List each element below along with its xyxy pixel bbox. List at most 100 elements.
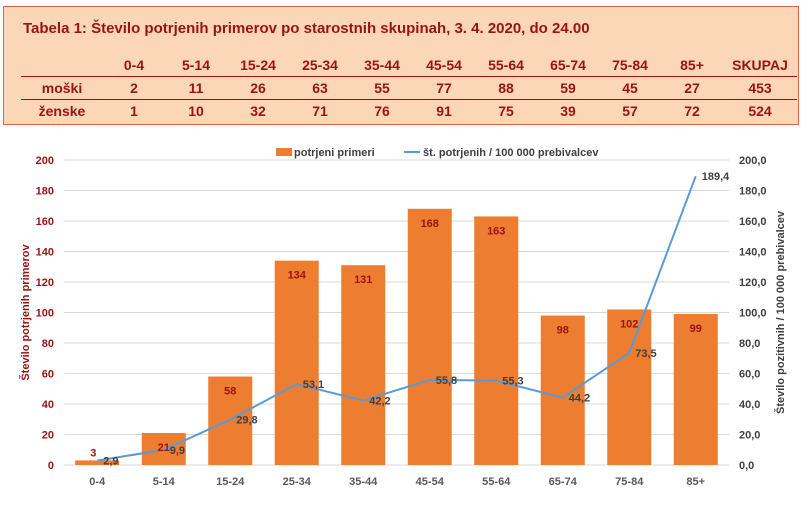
bar-data-label: 21 [158, 442, 170, 454]
bar-data-label: 163 [487, 225, 505, 237]
y-right-axis-title: Število pozitivnih / 100 000 prebivalcev [774, 210, 787, 414]
y-left-tick-label: 40 [42, 399, 54, 411]
bar-data-label: 99 [690, 323, 702, 335]
y-right-tick-label: 80,0 [739, 338, 760, 350]
bar [208, 376, 253, 465]
table-cell: 76 [374, 103, 390, 119]
legend-line-label: št. potrjenih / 100 000 prebivalcev [423, 147, 599, 159]
table-header-cell: 85+ [661, 54, 723, 77]
bar [607, 309, 652, 465]
x-tick-label: 15-24 [216, 476, 245, 488]
line-data-label: 42,2 [369, 396, 390, 408]
table-header-cell: 5-14 [165, 54, 227, 77]
table-header-row: 0-4 5-14 15-24 25-34 35-44 45-54 55-64 6… [21, 54, 797, 77]
bar-data-label: 168 [421, 218, 439, 230]
legend-bar-label: potrjeni primeri [294, 147, 375, 159]
table-header-cell: 55-64 [475, 54, 537, 77]
x-tick-label: 45-54 [416, 476, 445, 488]
y-left-tick-label: 140 [36, 247, 54, 259]
table-cell: 57 [622, 103, 638, 119]
x-tick-label: 85+ [686, 476, 705, 488]
y-left-tick-label: 80 [42, 338, 54, 350]
line-series [97, 175, 697, 462]
x-tick-label: 65-74 [549, 476, 578, 488]
y-right-tick-label: 60,0 [739, 369, 760, 381]
y-left-tick-label: 60 [42, 369, 54, 381]
y-right-tick-label: 40,0 [739, 399, 760, 411]
table-header-cell: 75-84 [599, 54, 661, 77]
table-cell: 39 [560, 103, 576, 119]
table-row-women: ženske 1 10 32 71 76 91 75 39 57 72 524 [21, 100, 797, 123]
table-cell-total: 524 [748, 103, 772, 119]
bar [75, 460, 120, 465]
legend: potrjeni primeri št. potrjenih / 100 000 … [276, 147, 599, 159]
line-data-label: 55,3 [502, 376, 523, 388]
line-data-label: 55,8 [436, 375, 457, 387]
y-left-tick-label: 120 [36, 277, 54, 289]
table-cell: 32 [250, 103, 266, 119]
x-tick-label: 5-14 [153, 476, 176, 488]
y-left-axis-title: Število potrjenih primerov [19, 243, 32, 380]
bar [407, 208, 452, 466]
x-tick-label: 35-44 [349, 476, 378, 488]
y-left-tick-label: 100 [36, 308, 54, 320]
table-cell: 55 [351, 76, 413, 100]
table-cell: 1 [130, 103, 138, 119]
table-cell-total: 453 [723, 76, 797, 100]
table-header-cell: 65-74 [537, 54, 599, 77]
line-data-label: 44,2 [569, 393, 590, 405]
bar-data-label: 3 [90, 447, 96, 459]
summary-table: 0-4 5-14 15-24 25-34 35-44 45-54 55-64 6… [21, 54, 797, 122]
table-cell: 26 [227, 76, 289, 100]
table-row-men: moški 2 11 26 63 55 77 88 59 45 27 453 [21, 76, 797, 100]
y-left-tick-label: 160 [36, 216, 54, 228]
y-right-tick-label: 200,0 [739, 155, 767, 167]
bar [540, 315, 585, 465]
y-left-tick-label: 20 [42, 430, 54, 442]
bar-data-label: 131 [354, 274, 372, 286]
table-cell: 75 [498, 103, 514, 119]
table-header-cell: 15-24 [227, 54, 289, 77]
table-cell: 2 [103, 76, 165, 100]
table-cell: 77 [413, 76, 475, 100]
data-labels: 3 21 58 134 131 168 163 98 102 99 2,9 9,9 29,8 53,1 42… [90, 171, 730, 467]
table-cell: 63 [289, 76, 351, 100]
table-header-cell: 45-54 [413, 54, 475, 77]
y-left-tick-label: 180 [36, 186, 54, 198]
bar-data-label: 58 [224, 386, 236, 398]
bar-data-label: 134 [288, 270, 307, 282]
table-header-cell: 0-4 [103, 54, 165, 77]
bar [274, 260, 319, 465]
table-cell: 91 [436, 103, 452, 119]
bar [673, 314, 718, 465]
bar [341, 265, 386, 465]
axes: 0 0,0 20 20,0 40 40,0 60 60,0 80 80,0 100 100,0 120 1… [19, 155, 787, 488]
bar-data-label: 98 [557, 325, 569, 337]
row-label: moški [21, 76, 103, 100]
bar [474, 216, 519, 465]
table-title: Tabela 1: Število potrjenih primerov po … [23, 20, 590, 37]
y-left-tick-label: 200 [36, 155, 54, 167]
table-cell: 88 [475, 76, 537, 100]
x-tick-label: 75-84 [615, 476, 644, 488]
table-corner-cell [21, 54, 103, 77]
line-data-label: 9,9 [170, 445, 185, 457]
table-cell: 71 [312, 103, 328, 119]
line-data-label: 189,4 [702, 171, 730, 183]
legend-bar-swatch [276, 148, 292, 156]
y-right-tick-label: 20,0 [739, 430, 760, 442]
table-header-cell-total: SKUPAJ [723, 54, 797, 77]
line-data-label: 29,8 [236, 415, 257, 427]
x-tick-label: 0-4 [89, 476, 106, 488]
table-header-cell: 25-34 [289, 54, 351, 77]
table-cell: 27 [661, 76, 723, 100]
row-label: ženske [38, 103, 86, 119]
x-tick-label: 25-34 [283, 476, 312, 488]
table-cell: 45 [599, 76, 661, 100]
y-right-tick-label: 160,0 [739, 216, 767, 228]
summary-table-panel: Tabela 1: Število potrjenih primerov po … [3, 6, 799, 125]
table-cell: 11 [165, 76, 227, 100]
table-header-cell: 35-44 [351, 54, 413, 77]
line-data-label: 53,1 [303, 379, 324, 391]
